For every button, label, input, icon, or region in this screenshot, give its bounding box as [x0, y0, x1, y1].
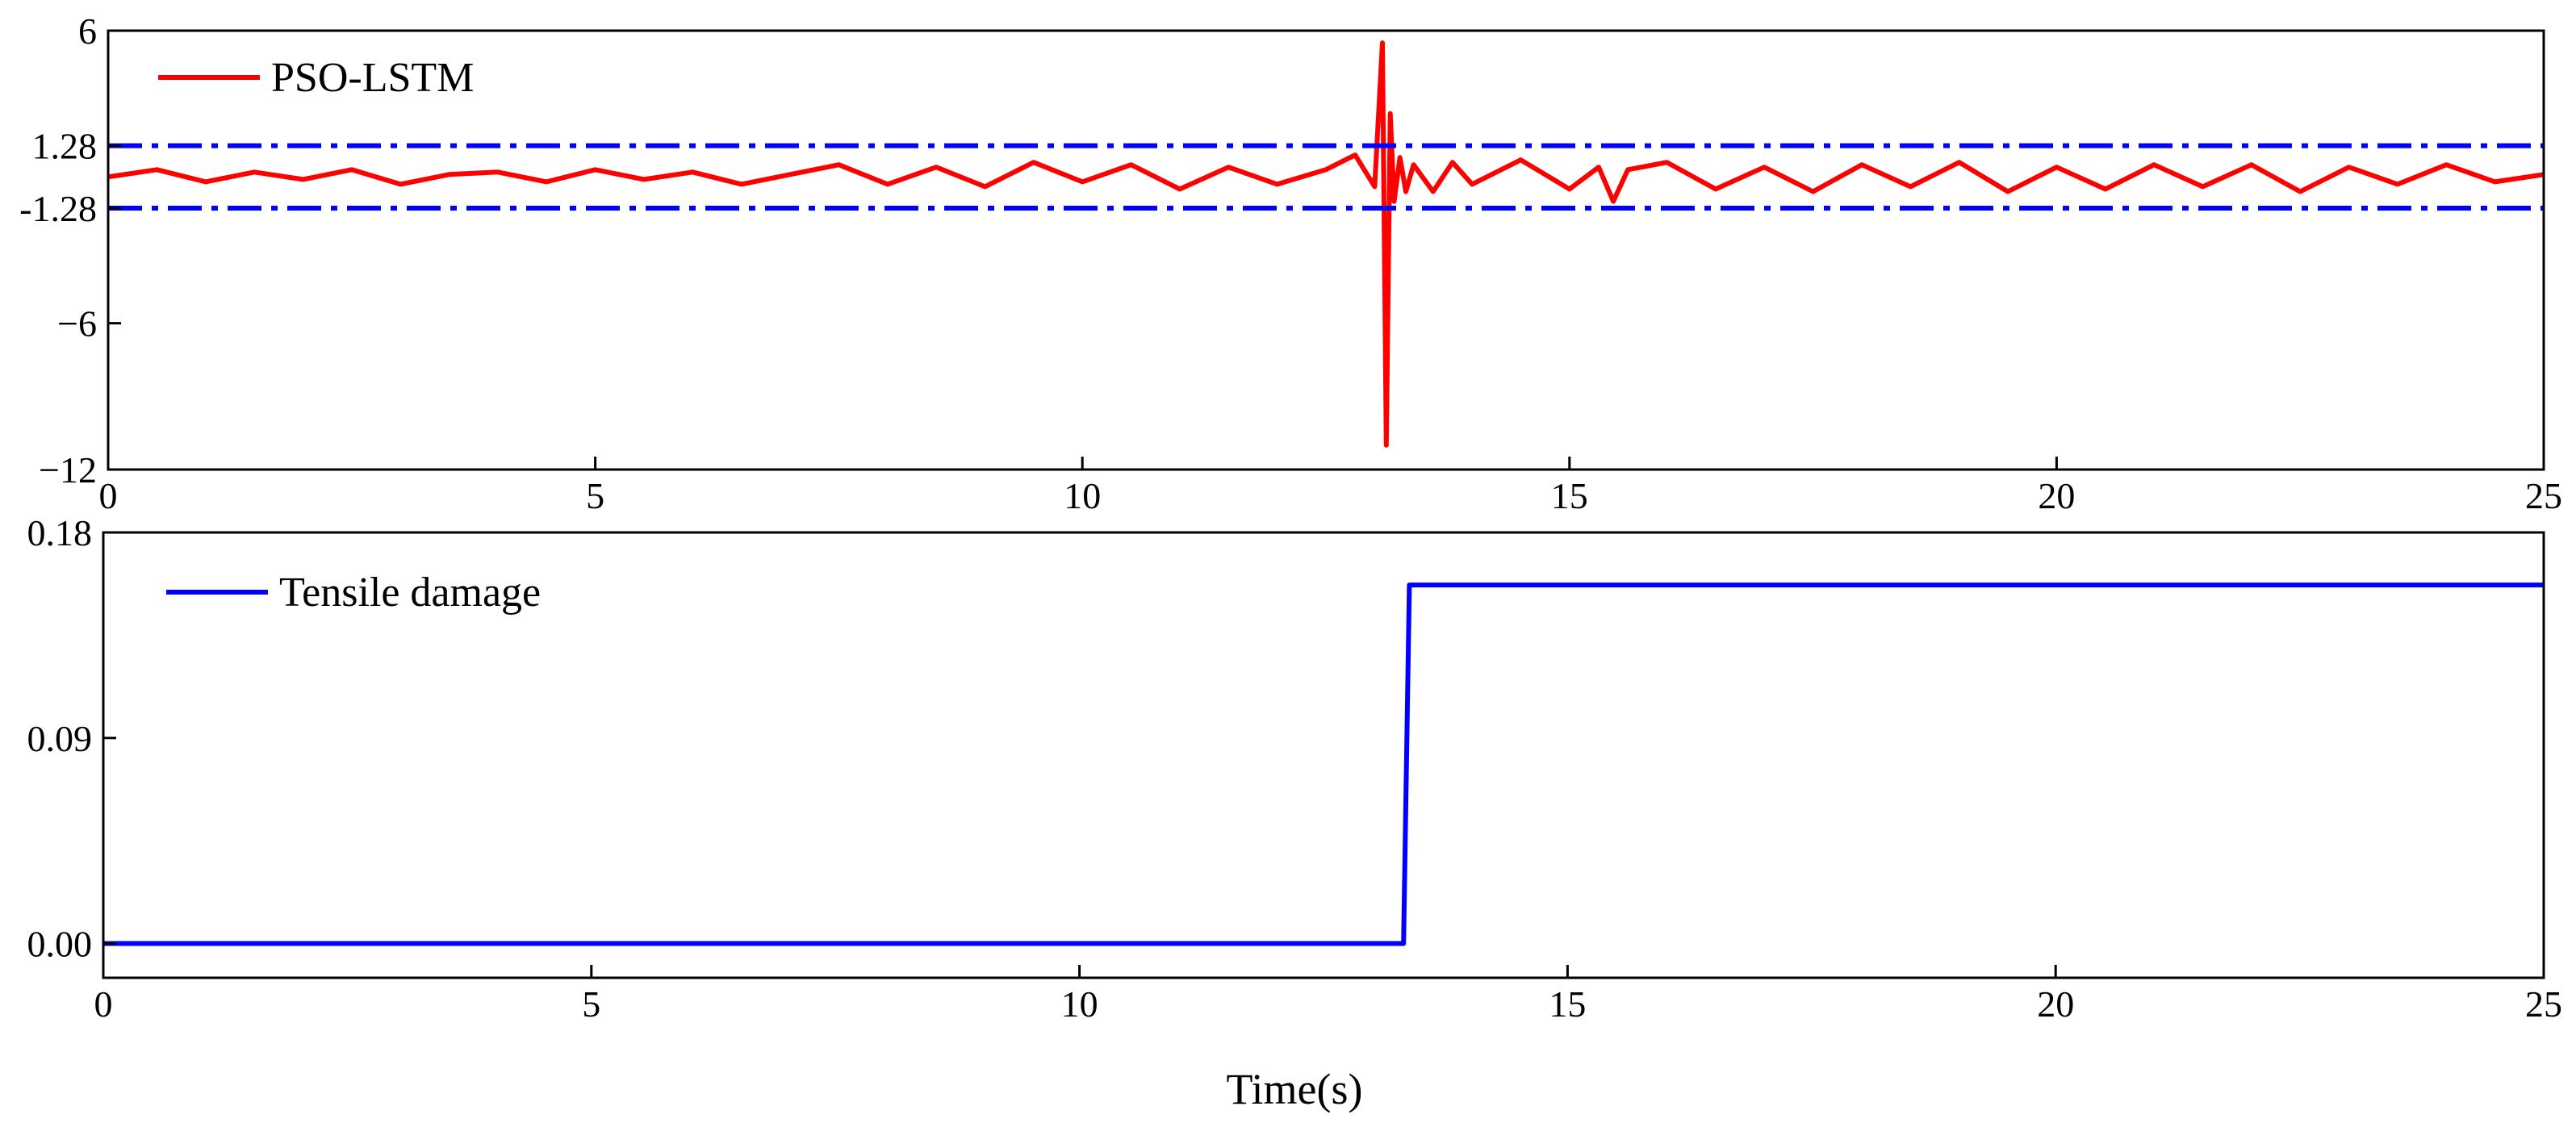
- x-tick-label: 20: [2038, 475, 2075, 516]
- y-tick-label: 6: [78, 10, 97, 52]
- y-tick-label: 0.18: [27, 512, 93, 553]
- x-tick-label: 0: [94, 983, 113, 1025]
- plot-frame: [107, 29, 2545, 471]
- legend-label: PSO-LSTM: [271, 55, 474, 101]
- x-tick-label: 10: [1061, 983, 1098, 1025]
- y-tick-label: 0.00: [27, 924, 93, 965]
- y-tick-label: -1.28: [19, 188, 97, 229]
- legend-label: Tensile damage: [279, 570, 541, 616]
- plot-frame: [102, 531, 2545, 979]
- y-tick-label: −12: [39, 449, 97, 491]
- bottom-panel-tensile-damage: 0 5 10 15 20 25 0.18 0.09 0.00 Tensile damage: [27, 512, 2563, 1025]
- y-tick-label: 0.09: [27, 718, 93, 759]
- x-tick-label: 10: [1064, 475, 1101, 516]
- x-tick-label: 5: [582, 983, 600, 1025]
- x-tick-label: 25: [2525, 983, 2562, 1025]
- x-tick-label: 15: [1549, 983, 1586, 1025]
- top-panel-pso-lstm: 0 5 10 15 20 25 6 1.28 -1.28 −6 −12 PSO-LSTM: [19, 10, 2562, 516]
- series-line-tensile-damage: [103, 582, 2544, 946]
- series-line-pso-lstm: [108, 40, 2544, 448]
- x-tick-label: 5: [586, 475, 604, 516]
- x-tick-label: 20: [2037, 983, 2074, 1025]
- x-tick-label: 15: [1551, 475, 1588, 516]
- y-tick-label: −6: [57, 303, 97, 344]
- x-axis-title: Time(s): [1226, 1065, 1362, 1113]
- x-tick-label: 25: [2525, 475, 2562, 516]
- y-tick-label: 1.28: [32, 126, 98, 167]
- x-tick-label: 0: [99, 475, 118, 516]
